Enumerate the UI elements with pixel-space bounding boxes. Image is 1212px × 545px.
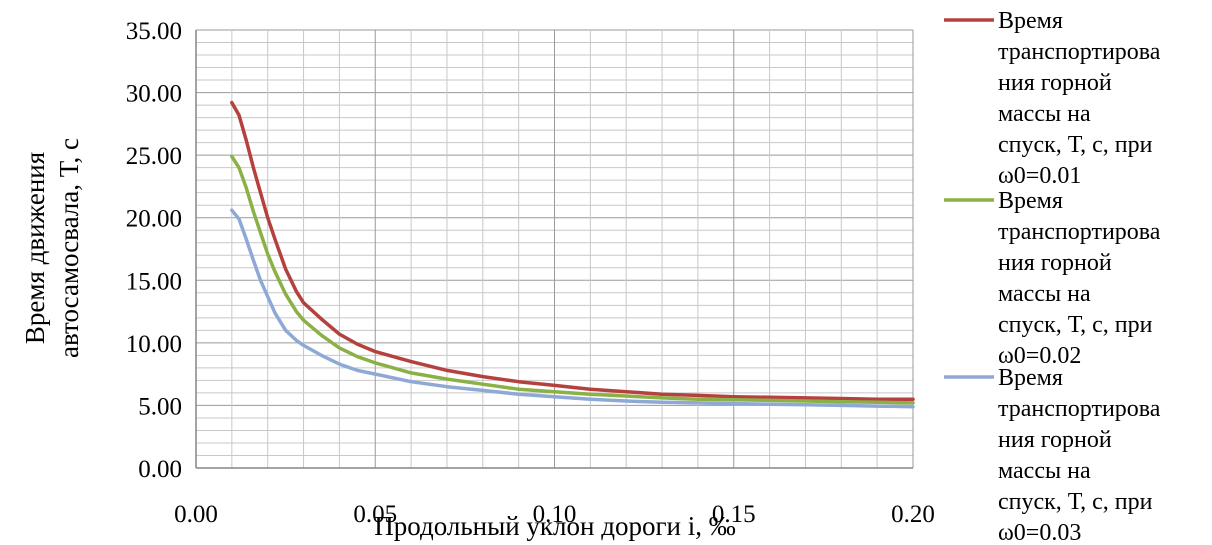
y-tick-label: 25.00 xyxy=(126,143,182,170)
axis-titles: Время движения автосамосвала, Т, с Продоль… xyxy=(20,138,736,541)
legend-label-line: транспортирова xyxy=(998,219,1161,245)
y-tick-label: 20.00 xyxy=(126,206,182,233)
x-tick-label: 0.05 xyxy=(353,501,397,528)
tick-labels: 0.00 5.00 10.00 15.00 20.00 25.00 30.00 35.00 0.… xyxy=(126,18,935,528)
legend-label-line: спуск, Т, с, при xyxy=(998,312,1153,338)
legend-label: Время транспортирова ния горной массы на спу… xyxy=(998,188,1161,369)
y-axis-title: Время движения автосамосвала, Т, с xyxy=(20,138,84,358)
legend-label-line: Время xyxy=(998,365,1063,391)
legend-label-line: спуск, Т, с, при xyxy=(998,132,1153,158)
series-line-2 xyxy=(230,154,915,405)
legend-label-line: ния горной xyxy=(998,250,1112,276)
legend-label-line: ω0=0.01 xyxy=(998,163,1081,189)
legend-label-line: ω0=0.02 xyxy=(998,343,1081,369)
y-tick-label: 0.00 xyxy=(138,456,182,483)
series-lines xyxy=(230,100,915,409)
legend-label-line: Время xyxy=(998,188,1063,214)
legend-label-line: массы на xyxy=(998,281,1091,307)
legend-label-line: ния горной xyxy=(998,70,1112,96)
x-axis-title: Продольный уклон дороги i, ‰ xyxy=(374,511,735,541)
series-line-1 xyxy=(230,100,915,401)
legend-label-line: массы на xyxy=(998,101,1091,127)
y-tick-label: 15.00 xyxy=(126,268,182,295)
legend-label: Время транспортирова ния горной массы на спу… xyxy=(998,8,1161,189)
y-axis-title-line: автосамосвала, Т, с xyxy=(54,138,84,358)
legend-label-line: ω0=0.03 xyxy=(998,520,1081,545)
x-tick-label: 0.00 xyxy=(174,501,218,528)
x-tick-label: 0.20 xyxy=(891,501,935,528)
x-tick-label: 0.10 xyxy=(533,501,577,528)
y-tick-label: 5.00 xyxy=(138,393,182,420)
axes xyxy=(195,30,913,469)
y-axis-title-line: Время движения xyxy=(20,152,50,344)
series-line-3 xyxy=(230,208,915,409)
y-tick-label: 35.00 xyxy=(126,18,182,45)
x-tick-label: 0.15 xyxy=(712,501,756,528)
legend-item-1: Время транспортирова ния горной массы на спу… xyxy=(944,8,1161,189)
legend-label-line: спуск, Т, с, при xyxy=(998,489,1153,515)
legend-label-line: транспортирова xyxy=(998,396,1161,422)
y-tick-label: 10.00 xyxy=(126,331,182,358)
legend-item-3: Время транспортирова ния горной массы на спу… xyxy=(944,365,1161,545)
y-tick-label: 30.00 xyxy=(126,81,182,108)
legend-label-line: транспортирова xyxy=(998,39,1161,65)
legend-label-line: ния горной xyxy=(998,427,1112,453)
legend: Время транспортирова ния горной массы на спу… xyxy=(944,8,1161,545)
legend-label-line: Время xyxy=(998,8,1063,34)
legend-label: Время транспортирова ния горной массы на спу… xyxy=(998,365,1161,545)
legend-item-2: Время транспортирова ния горной массы на спу… xyxy=(944,188,1161,369)
legend-label-line: массы на xyxy=(998,458,1091,484)
